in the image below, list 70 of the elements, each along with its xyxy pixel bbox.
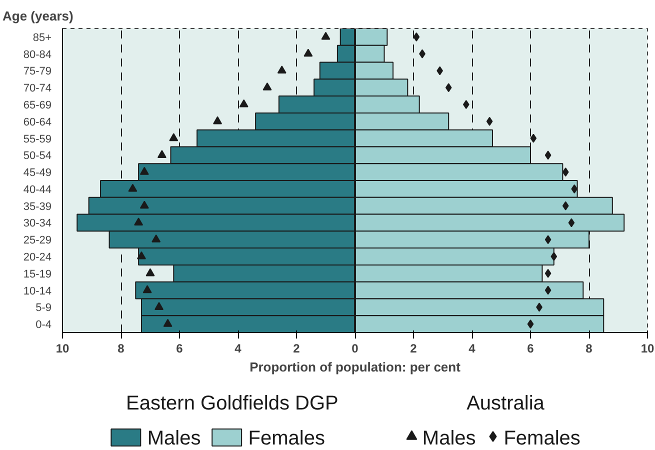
text: Australia: [466, 392, 544, 414]
point: [213, 116, 222, 124]
y-tick-label: 30-34: [23, 218, 52, 230]
point: [544, 286, 552, 295]
y-tick-label: 20-24: [23, 252, 52, 264]
point: [154, 302, 164, 310]
point: [562, 168, 569, 177]
point: [544, 150, 552, 160]
y-tick-label: 85+: [32, 32, 52, 44]
point: [140, 200, 149, 209]
legend-label: Males: [422, 428, 476, 450]
x-tick-label: 2: [293, 342, 300, 356]
point: [134, 218, 144, 226]
y-tick-label: 0-4: [36, 319, 52, 332]
point: [239, 99, 248, 108]
point: [321, 32, 330, 40]
point: [571, 184, 578, 194]
y-axis-title: Age (years): [2, 8, 74, 24]
legend-label: Females: [248, 428, 325, 450]
y-tick-label: 10-14: [23, 285, 52, 298]
x-tick-label: 2: [410, 342, 418, 356]
point: [169, 133, 178, 142]
y-tick-label: 45-49: [23, 167, 52, 180]
x-tick-label: 8: [118, 342, 125, 356]
y-tick-label: 75-79: [23, 66, 52, 78]
x-tick-label: 10: [56, 342, 70, 356]
point: [462, 100, 470, 109]
point: [544, 235, 552, 244]
point: [142, 285, 152, 294]
point: [128, 184, 138, 192]
y-tick-label: 65-69: [23, 100, 52, 112]
point: [146, 268, 155, 276]
y-tick-label: 15-19: [23, 268, 52, 280]
x-axis-title: Proportion of population: per cent: [250, 360, 462, 374]
y-tick-label: 70-74: [23, 82, 52, 95]
y-tick-label: 60-64: [23, 116, 52, 128]
y-tick-label: 50-54: [23, 150, 52, 162]
point: [568, 218, 575, 228]
x-tick-label: 4: [234, 342, 242, 356]
point: [544, 268, 552, 278]
legend-label: Males: [147, 428, 201, 450]
y-tick-label: 5-9: [36, 302, 52, 314]
point: [530, 134, 537, 143]
x-tick-label: 8: [586, 342, 593, 356]
point: [486, 116, 493, 126]
point: [304, 48, 313, 57]
point: [163, 318, 172, 327]
point: [413, 32, 420, 42]
point: [277, 66, 286, 74]
x-tick-label: 6: [527, 342, 534, 356]
y-tick-label: 80-84: [23, 48, 52, 61]
point: [152, 234, 161, 242]
y-tick-label: 35-39: [23, 200, 52, 213]
x-tick-label: 10: [640, 342, 654, 356]
point: [140, 166, 149, 175]
legend-label: Females: [504, 428, 580, 450]
y-tick-label: 55-59: [23, 133, 52, 146]
point: [527, 320, 534, 329]
y-tick-label: 25-29: [23, 234, 52, 247]
point: [562, 201, 569, 210]
x-tick-label: 6: [176, 342, 184, 356]
y-tick-label: 40-44: [23, 184, 52, 196]
point: [550, 252, 558, 261]
x-tick-label: 4: [468, 342, 476, 356]
text: Eastern Goldfields DGP: [126, 392, 338, 414]
x-tick-label: 0: [352, 342, 359, 356]
point: [157, 150, 166, 158]
point: [136, 251, 146, 260]
point: [445, 83, 452, 92]
point: [262, 82, 272, 90]
